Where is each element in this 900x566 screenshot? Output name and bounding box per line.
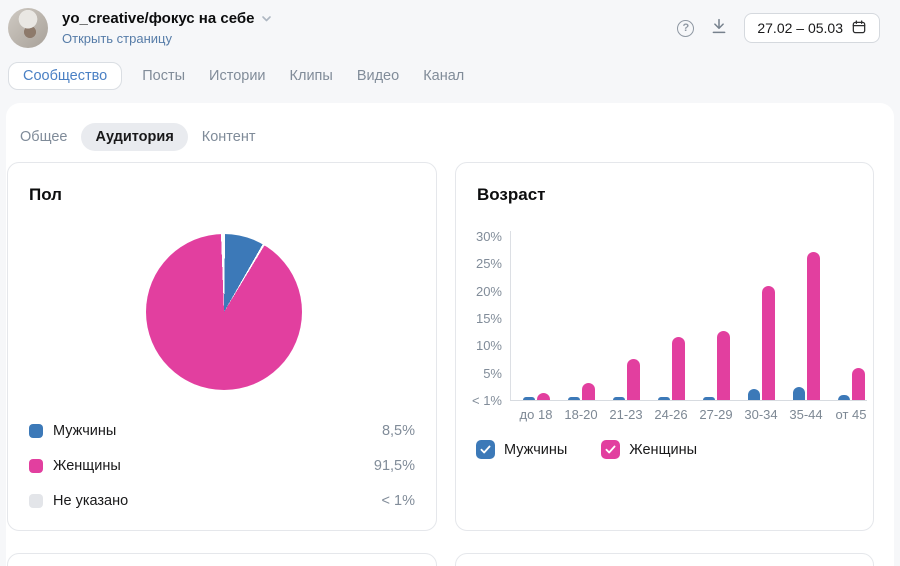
legend-value: 91,5% [373,457,415,474]
gender-card: Пол Мужчины 8,5% Женщины 91,5% Не указано < 1… [7,162,437,531]
y-axis-tick-label: 20% [475,283,502,299]
x-axis-category-label: от 45 [835,407,867,422]
series-toggle-female[interactable]: Женщины [601,440,697,459]
gender-pie-chart[interactable] [146,234,302,390]
y-axis-tick-label: 5% [483,365,502,381]
main-tab-stories[interactable]: Истории [209,68,266,84]
bar-male-4[interactable] [658,396,670,400]
gender-legend-row[interactable]: Женщины 91,5% [29,448,415,483]
bar-female-8[interactable] [852,367,865,400]
x-axis-line [510,400,867,401]
download-button[interactable] [710,17,728,40]
date-range-button[interactable]: 27.02 – 05.03 [744,13,880,43]
header-text-block: yo_creative/фокус на себе Открыть страни… [62,10,273,46]
gender-card-title: Пол [29,185,62,204]
main-tab-video[interactable]: Видео [356,68,400,84]
x-axis-category-label: 21-23 [609,407,643,422]
legend-value: 8,5% [381,422,415,439]
gender-legend-row[interactable]: Не указано < 1% [29,483,415,518]
sub-tab-general[interactable]: Общее [20,129,68,145]
gender-legend: Мужчины 8,5% Женщины 91,5% Не указано < 1% [29,413,415,518]
age-chart-legend: Мужчины Женщины [476,440,697,459]
x-axis-category-label: 30-34 [744,407,778,422]
y-axis-line [510,231,511,401]
y-axis-tick-label: 25% [475,256,502,272]
age-card: Возраст 30% 25% 20% 15% 10% 5% < 1% до 18 18-20 2… [455,162,874,531]
y-axis-tick-label: 30% [475,229,502,244]
bar-female-4[interactable] [672,337,685,400]
date-range-value: 27.02 – 05.03 [757,20,843,36]
bar-male-1[interactable] [523,397,535,400]
community-selector[interactable]: yo_creative/фокус на себе [62,10,273,27]
series-toggle-male[interactable]: Мужчины [476,440,567,459]
legend-label: Не указано [53,492,129,509]
age-bar-chart: 30% 25% 20% 15% 10% 5% < 1% до 18 18-20 21-23 24-2… [472,229,867,422]
download-icon [710,17,728,40]
legend-swatch [29,493,43,508]
chevron-down-icon [260,12,273,25]
x-axis-category-label: до 18 [519,407,553,422]
bar-female-5[interactable] [717,331,730,400]
x-axis-category-label: 18-20 [564,407,598,422]
y-axis-tick-label: 15% [475,311,502,326]
help-button[interactable]: ? [677,19,695,37]
checkbox-checked-icon [476,440,495,459]
sub-tab-audience[interactable]: Аудитория [81,123,188,151]
legend-label: Мужчины [53,422,117,439]
open-page-link[interactable]: Открыть страницу [62,31,172,46]
age-card-title: Возраст [477,185,546,204]
bar-male-3[interactable] [613,397,625,400]
sub-tabs: Общее Аудитория Контент [20,123,256,151]
y-axis-tick-label: 10% [475,338,502,354]
next-card-left [7,553,437,566]
y-axis-tick-label: < 1% [472,393,502,408]
x-axis-category-label: 24-26 [654,407,688,422]
community-name: yo_creative/фокус на себе [62,10,255,27]
legend-label: Женщины [53,457,121,474]
main-tab-channel[interactable]: Канал [423,68,465,84]
main-tabs: Сообщество Посты Истории Клипы Видео Канал [8,62,468,90]
bar-female-1[interactable] [537,393,550,400]
bar-male-2[interactable] [568,397,580,400]
bar-female-3[interactable] [627,359,640,400]
legend-value: < 1% [381,492,415,509]
bar-male-6[interactable] [748,389,760,400]
x-axis-category-label: 27-29 [699,407,733,422]
bar-female-6[interactable] [762,286,775,400]
calendar-icon [851,19,867,38]
main-tab-clips[interactable]: Клипы [289,68,333,84]
main-tab-posts[interactable]: Посты [142,68,186,84]
bar-female-7[interactable] [807,252,820,400]
checkbox-checked-icon [601,440,621,459]
x-axis-category-label: 35-44 [789,407,823,422]
bar-male-8[interactable] [838,395,850,400]
avatar[interactable] [8,8,48,48]
bar-female-2[interactable] [582,383,595,400]
header-controls: ? 27.02 – 05.03 [677,13,880,43]
main-tab-community[interactable]: Сообщество [8,62,123,90]
next-card-right [455,553,874,566]
series-label: Мужчины [504,441,568,458]
bar-male-5[interactable] [703,396,715,400]
legend-swatch [29,423,43,438]
help-icon: ? [677,19,695,37]
bar-male-7[interactable] [793,387,805,400]
legend-swatch [29,458,43,473]
sub-tab-content[interactable]: Контент [201,129,256,145]
series-label: Женщины [629,441,698,458]
gender-legend-row[interactable]: Мужчины 8,5% [29,413,415,448]
